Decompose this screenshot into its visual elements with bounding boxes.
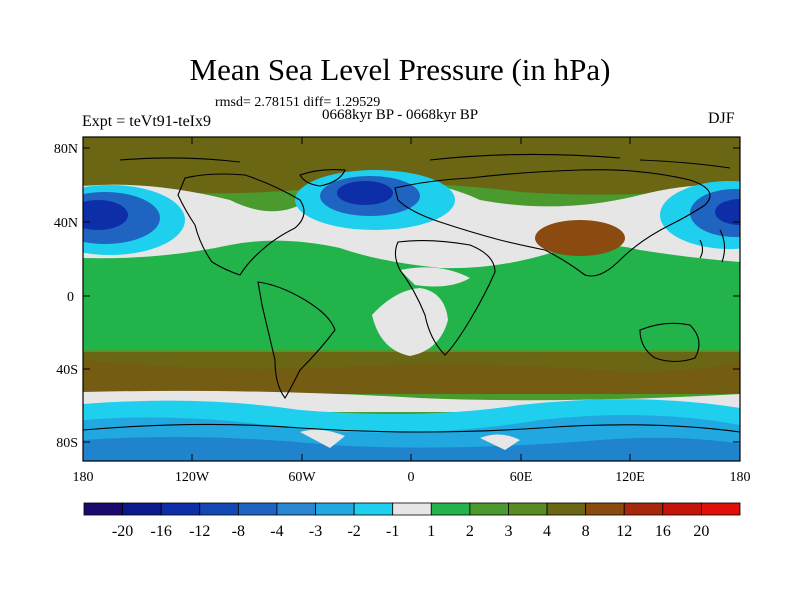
- y-label-80s: 80S: [56, 436, 78, 451]
- colorbar-box-8: [392, 502, 432, 516]
- colorbar-label-6: -2: [347, 523, 360, 540]
- colorbar-label-0: -20: [112, 523, 133, 540]
- colorbar-label-9: 2: [466, 523, 474, 540]
- colorbar-label-4: -4: [270, 523, 283, 540]
- y-axis-labels: 80N 40N 0 40S 80S: [54, 142, 78, 451]
- colorbar-box-1: [122, 502, 162, 516]
- colorbar-label-5: -3: [309, 523, 322, 540]
- colorbar-box-15: [662, 502, 702, 516]
- field-atlantic-neutral: [372, 288, 448, 356]
- colorbar-box-4: [237, 502, 278, 516]
- experiment-label: Expt = teVt91-teIx9: [82, 113, 211, 130]
- x-label-180w: 180: [73, 470, 94, 485]
- x-label-120e: 120E: [615, 470, 645, 485]
- colorbar-label-8: 1: [427, 523, 435, 540]
- x-label-180e: 180: [730, 470, 751, 485]
- colorbar-label-13: 12: [616, 523, 632, 540]
- pressure-field: [83, 137, 740, 461]
- period-label: 0668kyr BP - 0668kyr BP: [322, 107, 479, 123]
- x-axis-labels: 180 120W 60W 0 60E 120E 180: [73, 470, 751, 485]
- x-label-60w: 60W: [288, 470, 316, 485]
- colorbar-label-14: 16: [655, 523, 671, 540]
- colorbar-label-12: 8: [582, 523, 590, 540]
- colorbar-label-11: 4: [543, 523, 551, 540]
- colorbar-box-6: [315, 502, 355, 516]
- colorbar-labels: -20 -16 -12 -8 -4 -3 -2 -1 1 2 3 4 8 12 16 20: [112, 523, 709, 540]
- colorbar-box-16: [701, 502, 741, 516]
- axis-ticks: [82, 137, 741, 461]
- colorbar-label-2: -12: [189, 523, 210, 540]
- colorbar-label-10: 3: [504, 523, 512, 540]
- colorbar: [83, 502, 741, 516]
- colorbar-box-0: [83, 502, 123, 516]
- colorbar-box-11: [508, 502, 548, 516]
- y-label-80n: 80N: [54, 142, 78, 157]
- colorbar-box-7: [353, 502, 394, 516]
- colorbar-box-3: [199, 502, 239, 516]
- colorbar-label-7: -1: [386, 523, 399, 540]
- x-label-0: 0: [408, 470, 415, 485]
- y-label-40s: 40S: [56, 363, 78, 378]
- coastlines: [82, 153, 741, 433]
- colorbar-box-5: [276, 502, 316, 516]
- map-title: Mean Sea Level Pressure (in hPa): [189, 52, 611, 87]
- colorbar-box-13: [585, 502, 625, 516]
- asian-high: [535, 220, 625, 256]
- colorbar-box-10: [469, 502, 509, 516]
- y-label-40n: 40N: [54, 216, 78, 231]
- rmsd-diff-stats: rmsd= 2.78151 diff= 1.29529: [215, 95, 381, 110]
- x-label-120w: 120W: [175, 470, 210, 485]
- colorbar-label-3: -8: [232, 523, 245, 540]
- field-south-band: [83, 352, 740, 394]
- colorbar-label-1: -16: [151, 523, 172, 540]
- x-label-60e: 60E: [510, 470, 533, 485]
- season-label: DJF: [708, 110, 735, 127]
- y-label-0: 0: [67, 290, 74, 305]
- colorbar-box-14: [623, 502, 664, 516]
- colorbar-box-9: [430, 502, 471, 516]
- colorbar-box-12: [546, 502, 587, 516]
- colorbar-label-15: 20: [693, 523, 709, 540]
- colorbar-box-2: [160, 502, 201, 516]
